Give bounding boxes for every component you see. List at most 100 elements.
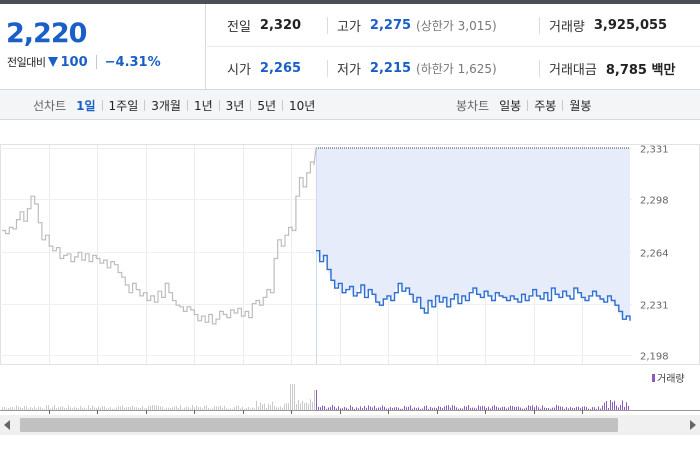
volume-bar xyxy=(4,406,5,410)
tab-monthly-candle[interactable]: 월봉 xyxy=(569,98,592,113)
volume-bar xyxy=(62,406,63,410)
volume-bar xyxy=(230,408,231,410)
scroll-right-icon[interactable] xyxy=(690,420,696,430)
volume-bar xyxy=(248,407,249,410)
tab-3month[interactable]: 3개월 xyxy=(151,98,181,113)
volume-bar xyxy=(74,406,75,410)
y-tick-label: 2,198 xyxy=(640,352,669,363)
tab-3year[interactable]: 3년 xyxy=(225,98,245,113)
volume-bar xyxy=(6,408,7,410)
stat-high: 고가 2,275 (상한가 3,015) xyxy=(337,4,497,47)
volume-bar xyxy=(180,405,181,410)
scroll-thumb[interactable] xyxy=(20,418,618,432)
volume-bar xyxy=(172,407,173,410)
divider xyxy=(327,60,328,77)
scroll-left-icon[interactable] xyxy=(4,420,10,430)
volume-bar xyxy=(12,407,13,410)
volume-bar xyxy=(34,406,35,410)
chart-period-tabs: 선차트 1일 1주일 3개월 1년 3년 5년 10년 봉차트 일봉 주봉 월봉 xyxy=(0,90,700,120)
volume-bar xyxy=(542,405,543,410)
divider xyxy=(327,17,328,34)
volume-bar xyxy=(496,406,497,410)
volume-bar xyxy=(138,407,139,410)
stat-volume: 거래량 3,925,055 xyxy=(549,4,667,47)
volume-bar xyxy=(560,406,561,410)
volume-bar xyxy=(192,405,193,410)
volume-bar xyxy=(80,405,81,410)
volume-bar xyxy=(450,407,451,410)
volume-bar xyxy=(442,408,443,410)
volume-bar xyxy=(430,406,431,410)
volume-bar xyxy=(178,407,179,410)
tab-weekly-candle[interactable]: 주봉 xyxy=(534,98,557,113)
volume-bar xyxy=(256,400,257,410)
tab-daily-candle[interactable]: 일봉 xyxy=(499,98,522,113)
volume-bar xyxy=(340,408,341,410)
stat-low: 저가 2,215 (하한가 1,625) xyxy=(337,47,497,90)
volume-bar xyxy=(332,405,333,410)
volume-bar xyxy=(476,408,477,410)
volume-bar xyxy=(594,407,595,410)
volume-bar xyxy=(86,408,87,410)
volume-bar xyxy=(126,407,127,410)
volume-bar xyxy=(234,406,235,410)
divider xyxy=(186,99,188,111)
tab-1day[interactable]: 1일 xyxy=(76,98,96,113)
change-amount: 100 xyxy=(60,54,88,70)
volume-bar xyxy=(302,400,303,410)
tab-5year[interactable]: 5년 xyxy=(257,98,277,113)
volume-bar xyxy=(396,407,397,410)
volume-bar xyxy=(356,407,357,410)
volume-bar xyxy=(148,405,149,410)
volume-bar xyxy=(160,406,161,410)
volume-bar xyxy=(106,408,107,410)
volume-bar xyxy=(602,405,603,410)
tab-10year[interactable]: 10년 xyxy=(289,98,316,113)
tab-1week[interactable]: 1주일 xyxy=(108,98,139,113)
volume-bar xyxy=(616,405,617,410)
volume-bar xyxy=(242,407,243,410)
volume-bar xyxy=(466,406,467,410)
volume-bar xyxy=(122,405,123,410)
volume-bar xyxy=(92,405,93,410)
volume-bar xyxy=(350,405,351,410)
volume-bar xyxy=(604,402,605,410)
volume-bar xyxy=(346,407,347,410)
volume-bar xyxy=(586,407,587,410)
volume-bar xyxy=(486,407,487,410)
change-label: 전일대비 xyxy=(7,56,46,69)
volume-bar xyxy=(264,403,265,410)
volume-bar xyxy=(326,408,327,410)
volume-bar xyxy=(108,408,109,410)
volume-bar xyxy=(482,405,483,410)
volume-bar xyxy=(42,408,43,410)
volume-bar xyxy=(440,407,441,410)
volume-bar xyxy=(390,407,391,410)
volume-bar xyxy=(544,407,545,410)
chart-scrollbar[interactable] xyxy=(0,415,700,435)
volume-bar xyxy=(118,406,119,410)
stat-value: 8,785 백만 xyxy=(605,63,676,78)
volume-bar xyxy=(554,407,555,410)
change-rate: −4.31% xyxy=(104,54,161,70)
volume-bar xyxy=(358,408,359,410)
divider xyxy=(144,99,146,111)
divider xyxy=(562,99,564,111)
volume-bar xyxy=(290,384,291,410)
volume-bar xyxy=(394,407,395,410)
tab-1year[interactable]: 1년 xyxy=(193,98,213,113)
volume-bar xyxy=(570,407,571,410)
volume-bar xyxy=(608,408,609,410)
volume-bar xyxy=(156,405,157,410)
volume-bar xyxy=(46,405,47,410)
divider xyxy=(95,55,97,69)
price-box: 2,220 전일대비 100 −4.31% xyxy=(0,4,206,90)
stat-turnover: 거래대금 8,785 백만 xyxy=(549,47,675,90)
volume-bar xyxy=(588,408,589,410)
volume-bar xyxy=(292,384,293,410)
volume-bar xyxy=(618,407,619,410)
volume-bar xyxy=(310,399,311,410)
volume-bar xyxy=(212,408,213,410)
volume-bar xyxy=(120,406,121,410)
stat-prev-close: 전일 2,320 xyxy=(227,4,301,47)
